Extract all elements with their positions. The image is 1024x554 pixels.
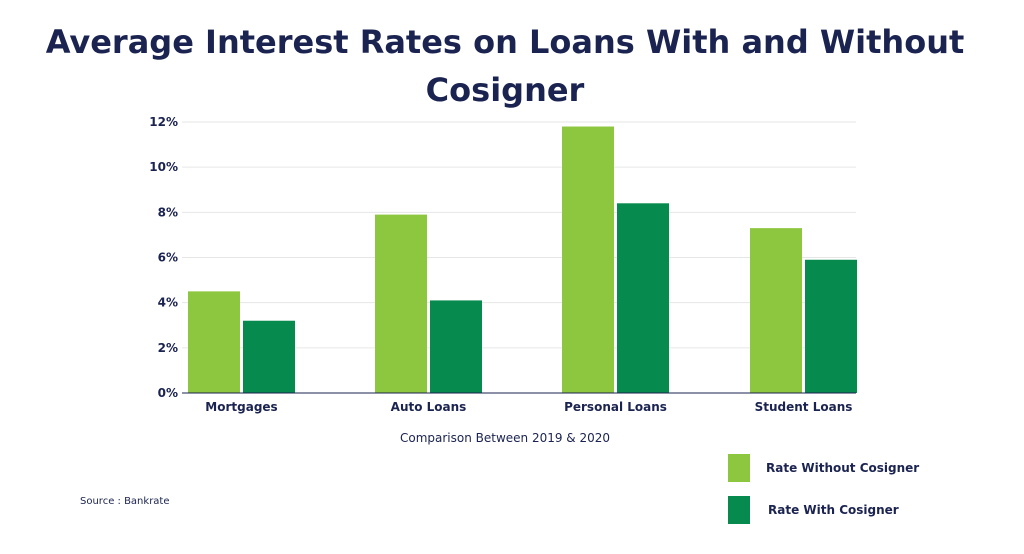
x-axis-title: Comparison Between 2019 & 2020 xyxy=(399,431,611,445)
y-tick-label: 2% xyxy=(158,341,178,355)
chart-title: Average Interest Rates on Loans With and… xyxy=(45,23,965,109)
y-axis-ticks: 0% 2% 4% 6% 8% 10% 12% xyxy=(149,115,178,400)
bar-with-cosigner-personal-loans xyxy=(617,203,669,393)
x-axis-categories: Mortgages Auto Loans Personal Loans Student… xyxy=(205,400,852,414)
legend-item-without-cosigner: Rate Without Cosigner xyxy=(728,454,919,482)
legend-label-with-cosigner: Rate With Cosigner xyxy=(768,503,899,517)
bar-without-cosigner-auto-loans xyxy=(375,214,427,393)
bars xyxy=(188,126,857,394)
legend-swatch-without-cosigner xyxy=(728,454,750,482)
bar-without-cosigner-mortgages xyxy=(188,291,240,393)
bar-with-cosigner-student-loans xyxy=(805,259,857,393)
x-category-label: Mortgages xyxy=(205,400,277,414)
bar-with-cosigner-mortgages xyxy=(243,320,295,393)
legend-label-without-cosigner: Rate Without Cosigner xyxy=(766,461,920,475)
legend-item-with-cosigner: Rate With Cosigner xyxy=(728,496,899,524)
x-category-label: Auto Loans xyxy=(391,400,467,414)
y-tick-label: 12% xyxy=(149,115,178,129)
x-category-label: Personal Loans xyxy=(564,400,667,414)
x-category-label: Student Loans xyxy=(755,400,853,414)
bar-without-cosigner-personal-loans xyxy=(562,126,614,394)
y-tick-label: 8% xyxy=(158,205,178,219)
y-tick-label: 4% xyxy=(158,296,178,310)
bar-with-cosigner-auto-loans xyxy=(430,300,482,393)
legend-swatch-with-cosigner xyxy=(728,496,750,524)
y-tick-label: 6% xyxy=(158,251,178,265)
bar-without-cosigner-student-loans xyxy=(750,228,802,393)
y-tick-label: 0% xyxy=(158,386,178,400)
y-tick-label: 10% xyxy=(149,160,178,174)
source-note: Source : Bankrate xyxy=(80,496,170,507)
